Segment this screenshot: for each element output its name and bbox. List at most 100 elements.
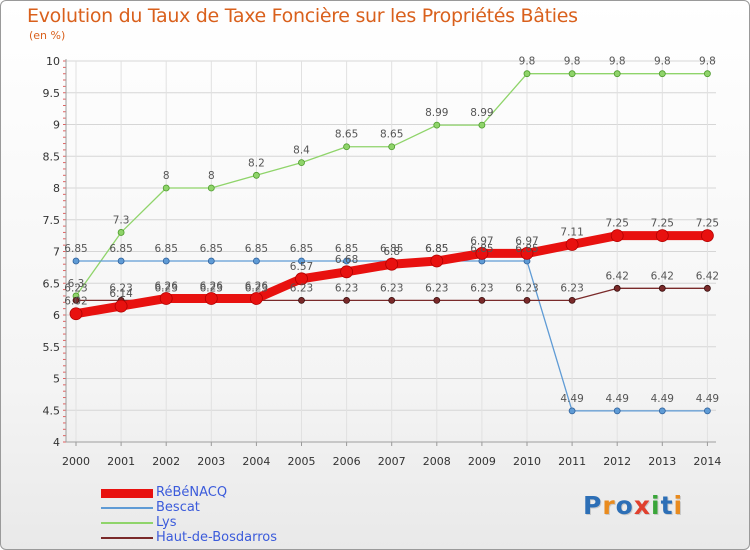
logo-letter: r [602,491,616,520]
data-label: 7.3 [113,214,130,226]
data-point [249,292,263,305]
data-point [568,296,576,304]
chart-unit-label: (en %) [29,29,66,42]
y-tick-label: 5 [53,373,60,386]
data-point [613,407,621,415]
proxiti-logo: Proxiti [583,491,683,520]
data-label: 6.85 [425,243,448,255]
data-label: 6.23 [425,282,448,294]
data-point [568,407,576,415]
data-point [295,272,308,286]
legend-label: Lys [156,515,177,530]
data-label: 6.23 [155,282,178,294]
data-point [478,296,486,304]
logo-letter: t [660,491,674,520]
data-label: 9.8 [609,56,626,68]
data-point [159,292,173,305]
chart-title: Evolution du Taux de Taxe Foncière sur l… [27,5,578,27]
data-point [385,257,399,271]
data-point [343,296,351,304]
x-tick-label: 2001 [107,455,135,468]
data-label: 6.14 [109,288,133,300]
data-label: 6.85 [109,243,132,255]
y-tick-label: 9.5 [43,87,61,100]
data-label: 8.99 [470,107,493,119]
data-point [704,70,711,78]
data-label: 6.85 [335,243,358,255]
data-label: 6.26 [155,280,179,292]
legend-swatch [101,488,153,498]
y-tick-label: 10 [46,55,60,68]
data-label: 7.11 [560,227,583,239]
data-label: 6.26 [200,280,224,292]
data-point [658,284,666,292]
data-label: 8.65 [335,129,358,141]
data-point [701,229,714,243]
data-label: 8.65 [380,129,403,141]
data-point [613,284,621,292]
x-tick-label: 2013 [648,455,676,468]
x-tick-label: 2010 [513,455,541,468]
data-label: 8 [208,170,215,182]
data-label: 6.23 [290,282,313,294]
x-tick-label: 2011 [558,455,586,468]
data-point [655,229,669,243]
data-point [658,70,666,78]
data-point [523,70,531,78]
data-label: 6.42 [651,270,674,282]
logo-letter: P [583,491,603,520]
y-tick-label: 4 [53,436,60,449]
data-label: 6.42 [696,270,719,282]
data-label: 9.8 [699,56,716,68]
data-point [72,296,80,304]
data-label: 6.97 [470,235,493,247]
y-tick-label: 8.5 [43,150,61,163]
data-point [343,257,351,265]
y-tick-label: 8 [53,182,60,195]
logo-letter: i [651,491,661,520]
legend-swatch [101,537,153,539]
data-label: 6.42 [606,270,629,282]
y-tick-label: 6.5 [43,277,61,290]
legend-label: RéBéNACQ [156,485,228,500]
data-label: 6.23 [560,282,583,294]
x-tick-label: 2003 [197,455,225,468]
data-point [340,265,354,279]
x-tick-label: 2000 [62,455,90,468]
data-label: 9.8 [654,56,671,68]
x-tick-label: 2014 [693,455,721,468]
x-tick-label: 2009 [468,455,496,468]
data-point [704,407,711,415]
data-point [298,159,305,167]
logo-letter: o [615,491,634,520]
data-point [72,257,80,265]
data-label: 6.57 [290,261,313,273]
y-tick-label: 7 [53,246,60,259]
data-label: 9.8 [519,56,536,68]
data-point [613,70,621,78]
x-tick-label: 2007 [378,455,406,468]
data-point [117,257,125,265]
x-tick-label: 2006 [333,455,361,468]
data-label: 6.85 [245,243,268,255]
data-label: 6.68 [335,254,358,266]
data-point [475,247,489,260]
data-label: 6.85 [425,243,448,255]
data-label: 7.25 [696,218,719,230]
data-point [69,307,83,321]
data-point [207,184,215,192]
data-point [433,121,441,129]
legend-label: Bescat [156,500,200,515]
data-label: 6.23 [64,282,87,294]
x-tick-label: 2012 [603,455,631,468]
data-point [117,229,125,236]
data-label: 4.49 [651,393,674,405]
data-label: 6.85 [155,243,178,255]
data-label: 6.23 [109,282,132,294]
y-tick-label: 9 [53,119,60,132]
chart-series [69,70,714,415]
data-label: 8.4 [293,145,310,157]
x-tick-label: 2005 [288,455,316,468]
